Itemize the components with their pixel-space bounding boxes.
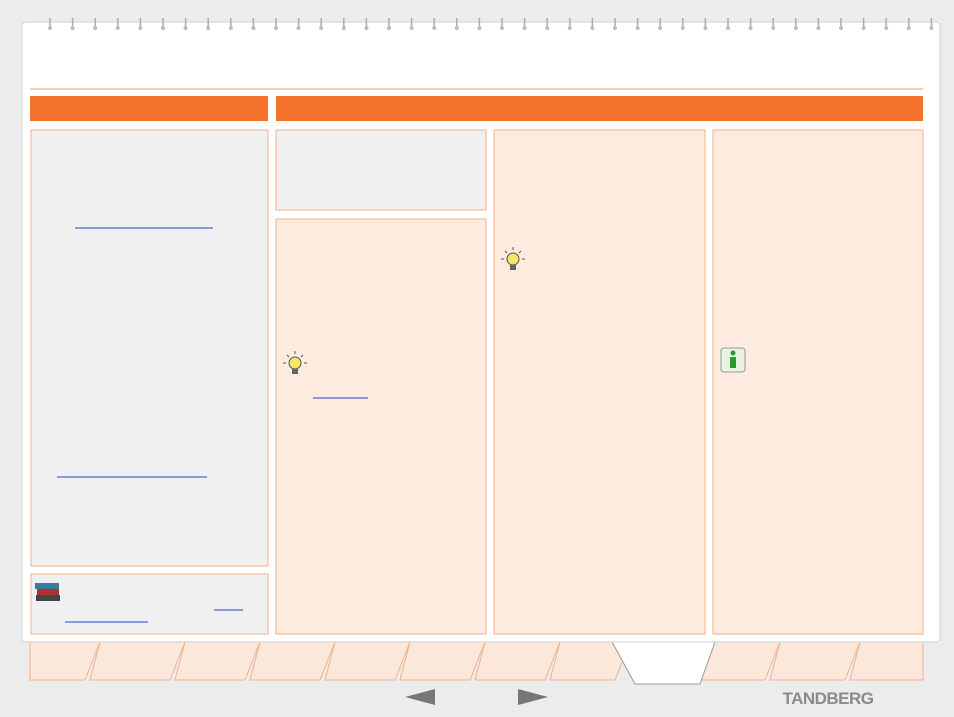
intro-panel [275,129,487,211]
info-icon [720,347,746,373]
ring-hole [454,26,459,30]
ring-hole [319,26,324,30]
ring-hole [296,26,301,30]
ring-hole [432,26,437,30]
ring-hole [861,26,866,30]
ring-hole [138,26,143,30]
ring-hole [726,26,730,30]
tip-icon [283,351,307,374]
ring-hole [590,26,595,30]
content-panel-1 [275,218,487,635]
ring-hole [274,26,278,30]
ring-hole [206,26,211,30]
ring-hole [161,26,165,30]
content-panel-3 [712,129,924,635]
ring-hole [613,26,617,30]
left-panel [30,129,269,567]
ring-hole [771,26,776,30]
spiral-rings [48,18,934,30]
tabs [29,641,924,685]
ring-hole [884,26,889,30]
ring-hole [680,26,685,30]
logo: TANDBERG [782,689,873,708]
links [57,227,368,623]
content-panel-2 [493,129,706,635]
ring-hole [793,26,798,30]
ring-hole [929,26,934,30]
ring-hole [228,26,233,30]
ring-hole [93,26,98,30]
ring-hole [906,26,911,30]
ring-hole [115,26,120,30]
ring-hole [748,26,753,30]
ring-hole [839,26,843,30]
ring-hole [70,26,75,30]
ring-hole [635,26,640,30]
ring-hole [522,26,527,30]
ring-hole [567,26,572,30]
next-arrow[interactable] [518,689,548,705]
books-icon [35,583,60,601]
ring-hole [251,26,256,30]
ring-hole [816,26,821,30]
main-header-bar [276,96,923,121]
ring-hole [387,26,391,30]
ring-hole [48,26,52,30]
previous-arrow[interactable] [405,689,435,705]
ring-hole [477,26,482,30]
ring-hole [658,26,663,30]
ring-hole [364,26,369,30]
ring-hole [703,26,708,30]
ring-hole [341,26,346,30]
ring-hole [183,26,188,30]
ring-hole [545,26,550,30]
reference-panel [30,573,269,635]
ring-hole [500,26,504,30]
ring-hole [409,26,414,30]
left-header-bar [30,96,268,121]
tip-icon [501,247,525,270]
